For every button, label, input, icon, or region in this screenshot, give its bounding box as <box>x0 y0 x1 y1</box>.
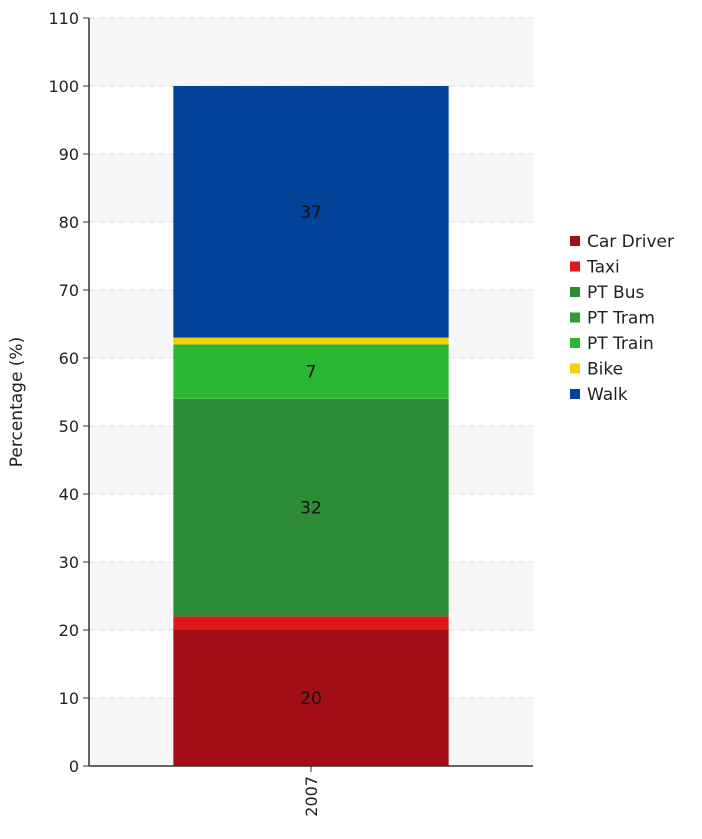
y-axis-title: Percentage (%) <box>7 337 27 467</box>
legend-swatch <box>570 389 580 399</box>
data-label: 7 <box>306 363 317 383</box>
y-tick-label: 110 <box>48 9 79 28</box>
y-tick-label: 60 <box>59 349 79 368</box>
legend-item-pt-bus[interactable]: PT Bus <box>570 283 644 303</box>
legend-label: Taxi <box>586 258 620 278</box>
legend-swatch <box>570 363 580 374</box>
legend: Car Driver Taxi PT Bus PT Tram PT Train Bike W… <box>570 232 674 405</box>
bars <box>173 86 449 766</box>
bar-segment-pt-bus[interactable] <box>173 398 449 617</box>
legend-item-pt-train[interactable]: PT Train <box>570 334 654 354</box>
y-tick-label: 100 <box>48 77 79 96</box>
legend-swatch <box>570 312 580 323</box>
legend-label: PT Bus <box>587 283 644 303</box>
y-tick-label: 0 <box>69 757 79 776</box>
legend-item-car-driver[interactable]: Car Driver <box>570 232 674 252</box>
legend-label: Bike <box>587 360 623 380</box>
legend-label: Car Driver <box>587 232 674 252</box>
legend-swatch <box>570 236 580 246</box>
x-tick-label: 2007 <box>302 776 321 817</box>
bar-segment-bike[interactable] <box>173 337 449 345</box>
y-tick-label: 90 <box>59 145 79 164</box>
bar-segment-car-driver[interactable] <box>173 630 449 766</box>
y-tick-label: 40 <box>59 485 79 504</box>
legend-label: PT Tram <box>587 309 655 329</box>
bar-segment-walk[interactable] <box>173 86 449 338</box>
y-tick-label: 80 <box>59 213 79 232</box>
legend-label: Walk <box>587 385 628 405</box>
legend-item-bike[interactable]: Bike <box>570 360 623 380</box>
background-band <box>89 18 533 86</box>
data-label: 20 <box>300 689 322 709</box>
legend-item-pt-tram[interactable]: PT Tram <box>570 309 655 329</box>
y-tick-label: 20 <box>59 621 79 640</box>
y-tick-label: 10 <box>59 689 79 708</box>
legend-swatch <box>570 338 580 348</box>
y-tick-label: 70 <box>59 281 79 300</box>
y-tick-label: 50 <box>59 417 79 436</box>
legend-swatch <box>570 261 580 272</box>
data-label: 32 <box>300 499 322 519</box>
x-axis-ticks: 2007 <box>302 766 321 817</box>
legend-swatch <box>570 287 580 297</box>
data-labels: 20 32 7 37 <box>300 203 322 709</box>
legend-item-walk[interactable]: Walk <box>570 385 628 405</box>
bar-segment-taxi[interactable] <box>173 616 449 630</box>
legend-item-taxi[interactable]: Taxi <box>570 258 620 278</box>
y-axis-ticks: 0 10 20 30 40 50 60 70 80 90 100 110 <box>48 9 89 776</box>
data-label: 37 <box>300 203 322 223</box>
bar-segment-pt-train[interactable] <box>173 344 449 399</box>
legend-label: PT Train <box>587 334 654 354</box>
y-tick-label: 30 <box>59 553 79 572</box>
